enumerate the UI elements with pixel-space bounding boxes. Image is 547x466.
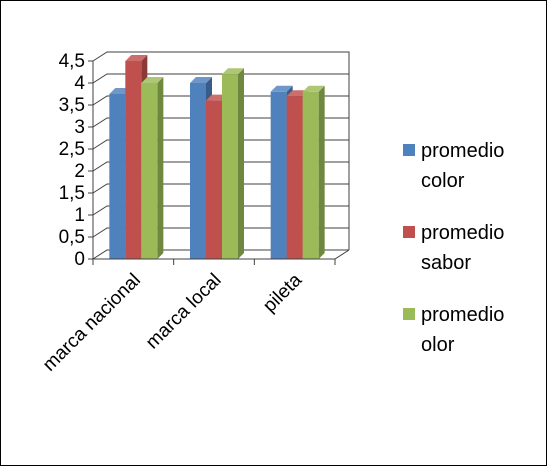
gridline [92,205,349,216]
bar-top [302,85,325,92]
bar [222,74,238,259]
bar [125,61,142,259]
gridline [92,161,349,172]
gridline [92,73,349,84]
bar-side [238,68,244,259]
bar [190,83,206,259]
legend-swatch [403,226,415,238]
bar [270,91,287,259]
y-tick-label: 1 [74,205,85,226]
legend-label: color [421,170,465,192]
gridline [92,95,349,106]
legend-label: promedio [421,304,504,326]
gridline [92,227,349,238]
bar-top [141,77,164,83]
y-tick-label: 1,5 [59,183,85,204]
legend-swatch [403,308,415,320]
y-tick-label: 2 [74,161,85,182]
legend-label: promedio [421,140,504,162]
bar [206,100,222,259]
bar-top [270,85,293,92]
bar-top [222,68,244,75]
bar-top [125,55,148,61]
bar [302,91,319,259]
y-tick-label: 0,5 [59,227,85,248]
y-tick-label: 3 [74,117,85,138]
gridline [92,139,349,150]
bar [109,94,126,259]
y-tick-label: 2,5 [59,139,85,160]
bar [286,96,303,259]
category-label: pileta [259,269,306,316]
gridline [92,183,349,194]
y-tick-label: 3,5 [59,95,85,116]
gridline [92,249,349,260]
bar-top [190,77,212,83]
y-tick-label: 4 [74,73,85,94]
category-label: marca nacional [39,270,145,376]
bar [141,83,158,259]
y-tick-label: 0 [74,249,85,270]
legend-label: promedio [421,222,504,244]
gridline [92,51,349,62]
bar-side [157,77,164,259]
legend-label: olor [421,334,455,356]
legend-label: sabor [421,252,471,274]
legend-swatch [403,144,415,156]
y-tick-label: 4,5 [59,51,85,72]
category-label: marca local [142,270,226,354]
gridline [92,117,349,128]
bar-side [318,85,325,259]
